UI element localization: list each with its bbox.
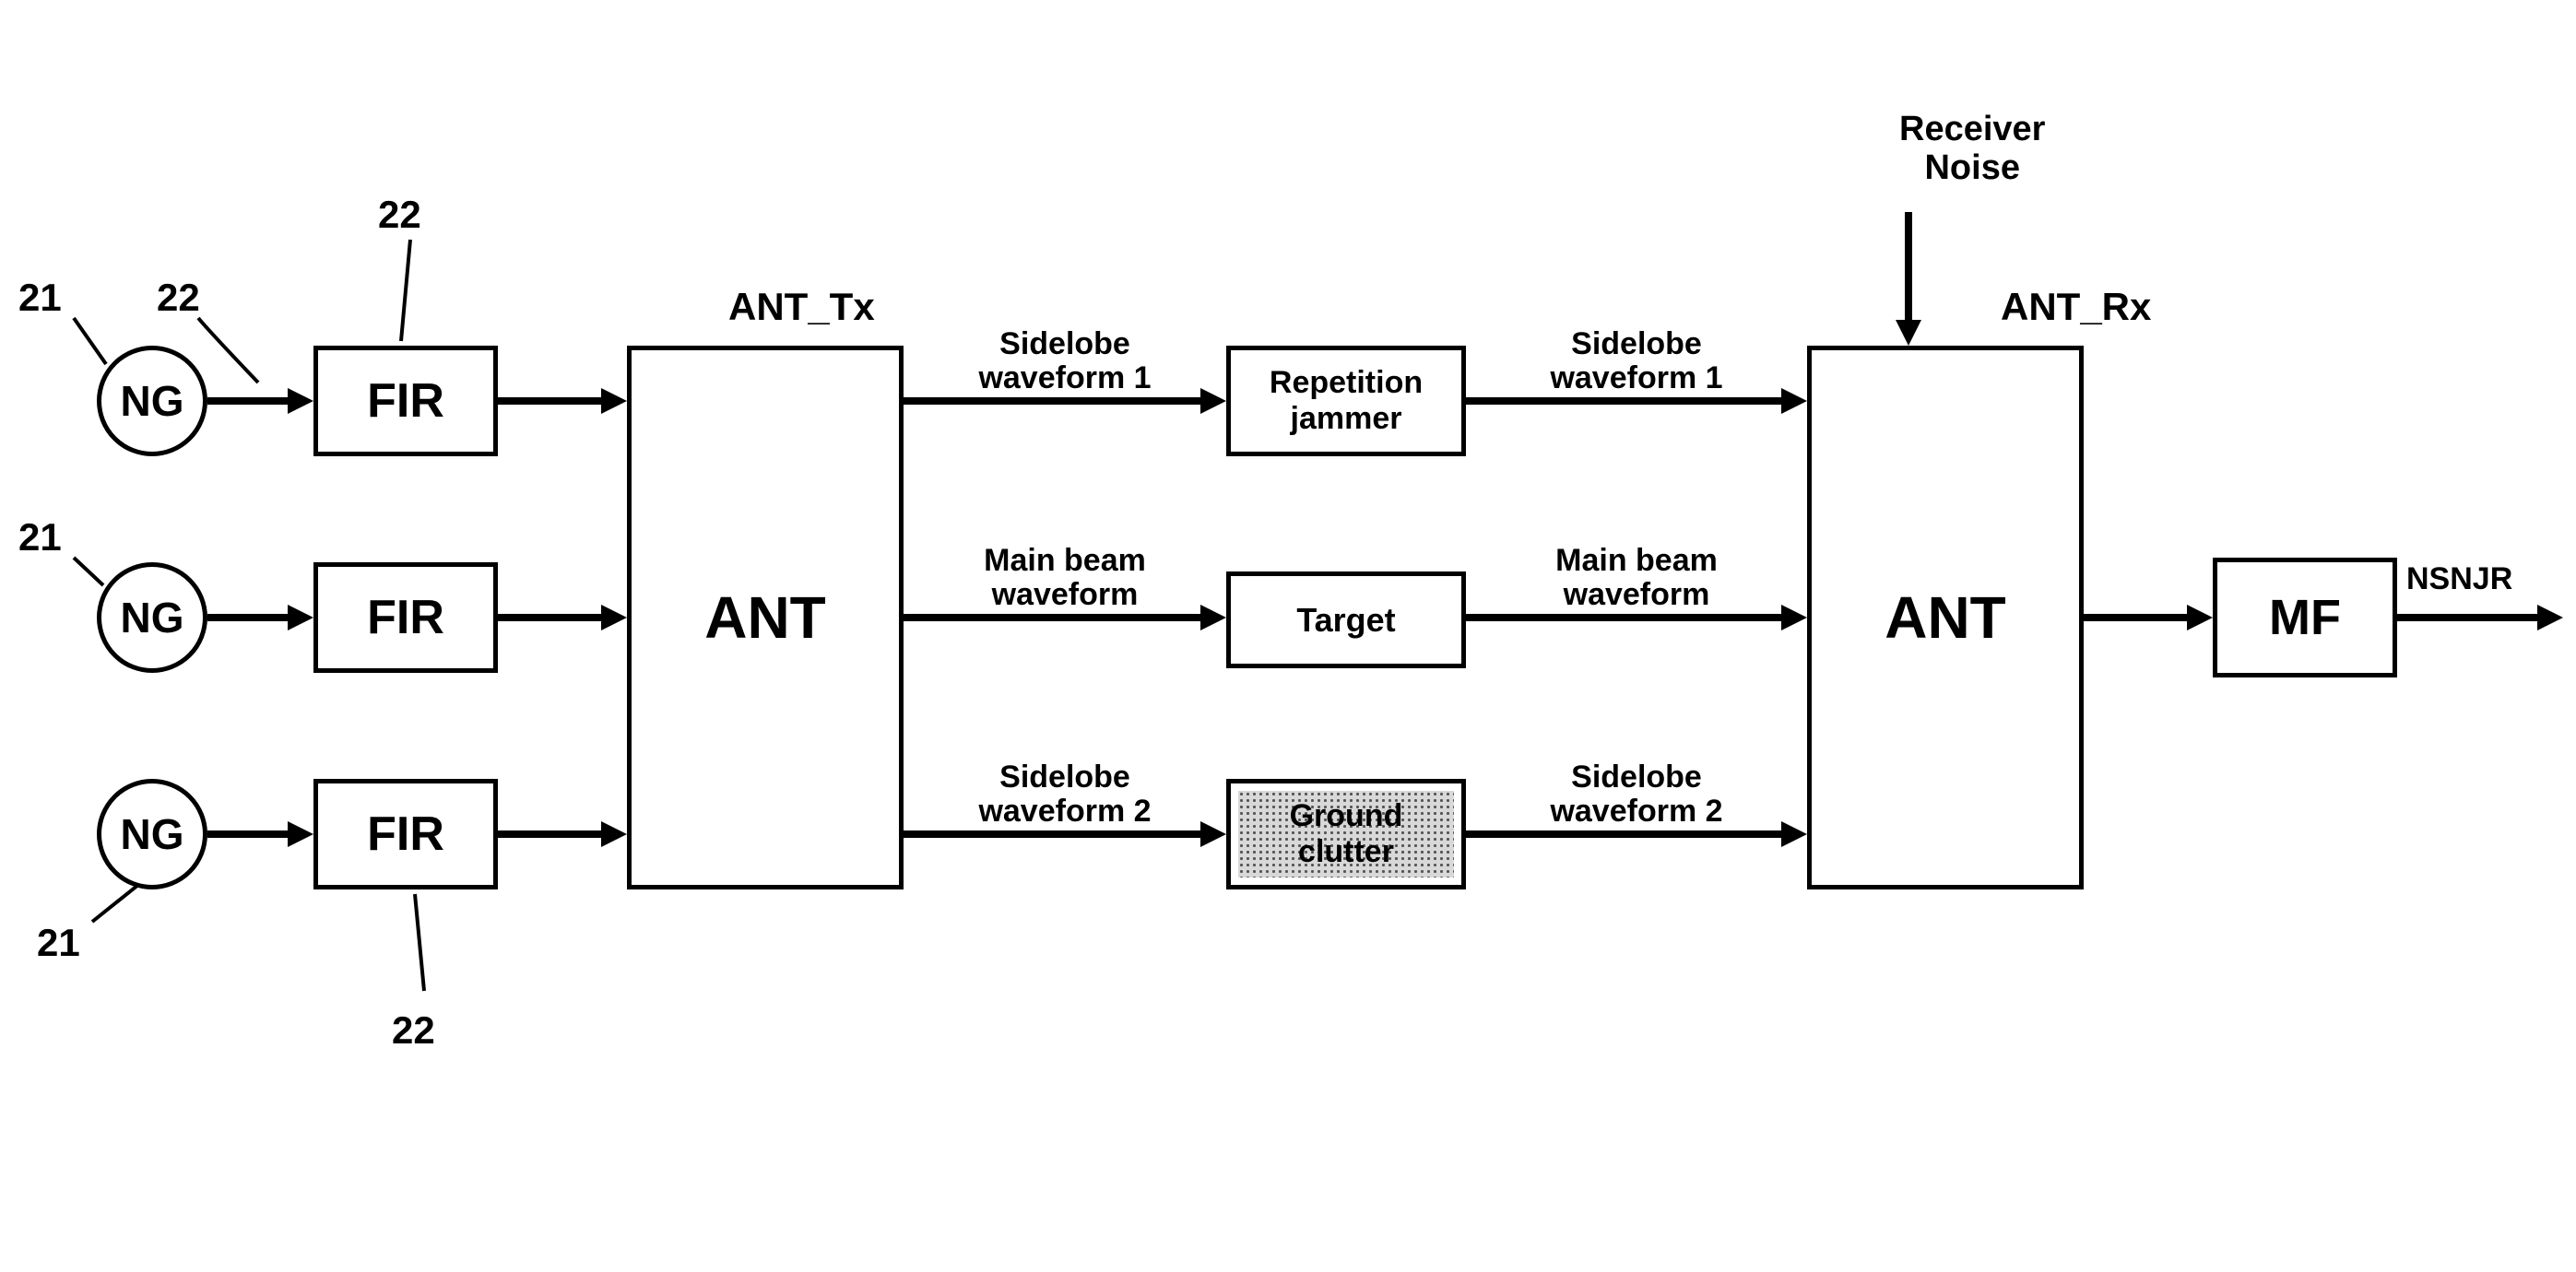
- arrow: [498, 830, 605, 838]
- arrow-head: [601, 605, 627, 630]
- top-label-antTx: ANT_Tx: [728, 286, 875, 328]
- arrow: [1466, 397, 1785, 405]
- arrow-head: [1781, 388, 1807, 414]
- node-fir1: FIR: [313, 346, 498, 456]
- arrow-head: [288, 388, 313, 414]
- node-repJam: Repetition jammer: [1226, 346, 1466, 456]
- arrow: [2397, 614, 2541, 621]
- arrow-label: NSNJR: [2406, 562, 2512, 596]
- arrow: [207, 614, 291, 621]
- arrow-label: Sidelobe waveform 1: [1526, 327, 1747, 396]
- arrow: [1466, 830, 1785, 838]
- arrow: [904, 830, 1204, 838]
- arrow: [207, 830, 291, 838]
- callout-leader: [74, 866, 157, 940]
- callout-leader: [383, 221, 429, 359]
- noise-arrow-head: [1896, 320, 1921, 346]
- arrow: [1466, 614, 1785, 621]
- callout-leader: [180, 300, 277, 401]
- arrow: [498, 614, 605, 621]
- top-label-antRx: ANT_Rx: [2001, 286, 2151, 328]
- arrow: [498, 397, 605, 405]
- node-fir2: FIR: [313, 562, 498, 673]
- callout-leader: [396, 876, 443, 1009]
- arrow-label: Main beam waveform: [954, 544, 1176, 613]
- arrow-label: Sidelobe waveform 2: [1526, 760, 1747, 830]
- arrow-label: Sidelobe waveform 2: [954, 760, 1176, 830]
- callout-leader: [55, 539, 122, 604]
- callout-label: 22: [392, 1009, 435, 1052]
- arrow-head: [601, 821, 627, 847]
- arrow-head: [2187, 605, 2213, 630]
- arrow-head: [601, 388, 627, 414]
- arrow: [2084, 614, 2191, 621]
- node-antRx: ANT: [1807, 346, 2084, 889]
- arrow-head: [288, 821, 313, 847]
- arrow: [904, 614, 1204, 621]
- arrow-head: [1200, 821, 1226, 847]
- node-fir3: FIR: [313, 779, 498, 889]
- arrow: [904, 397, 1204, 405]
- arrow-head: [1200, 388, 1226, 414]
- arrow-head: [1781, 821, 1807, 847]
- noise-label: Receiver Noise: [1899, 111, 2045, 188]
- arrow-label: Main beam waveform: [1526, 544, 1747, 613]
- arrow-head: [2537, 605, 2563, 630]
- noise-arrow: [1905, 212, 1912, 324]
- arrow-head: [1200, 605, 1226, 630]
- node-target: Target: [1226, 571, 1466, 668]
- arrow-head: [1781, 605, 1807, 630]
- diagram-canvas: NGNGNGFIRFIRFIRANTRepetition jammerTarge…: [0, 0, 2576, 1272]
- arrow-label: Sidelobe waveform 1: [954, 327, 1176, 396]
- node-mf: MF: [2213, 558, 2397, 677]
- node-antTx: ANT: [627, 346, 904, 889]
- node-clutter: Ground clutter: [1226, 779, 1466, 889]
- arrow-head: [288, 605, 313, 630]
- callout-leader: [55, 300, 124, 383]
